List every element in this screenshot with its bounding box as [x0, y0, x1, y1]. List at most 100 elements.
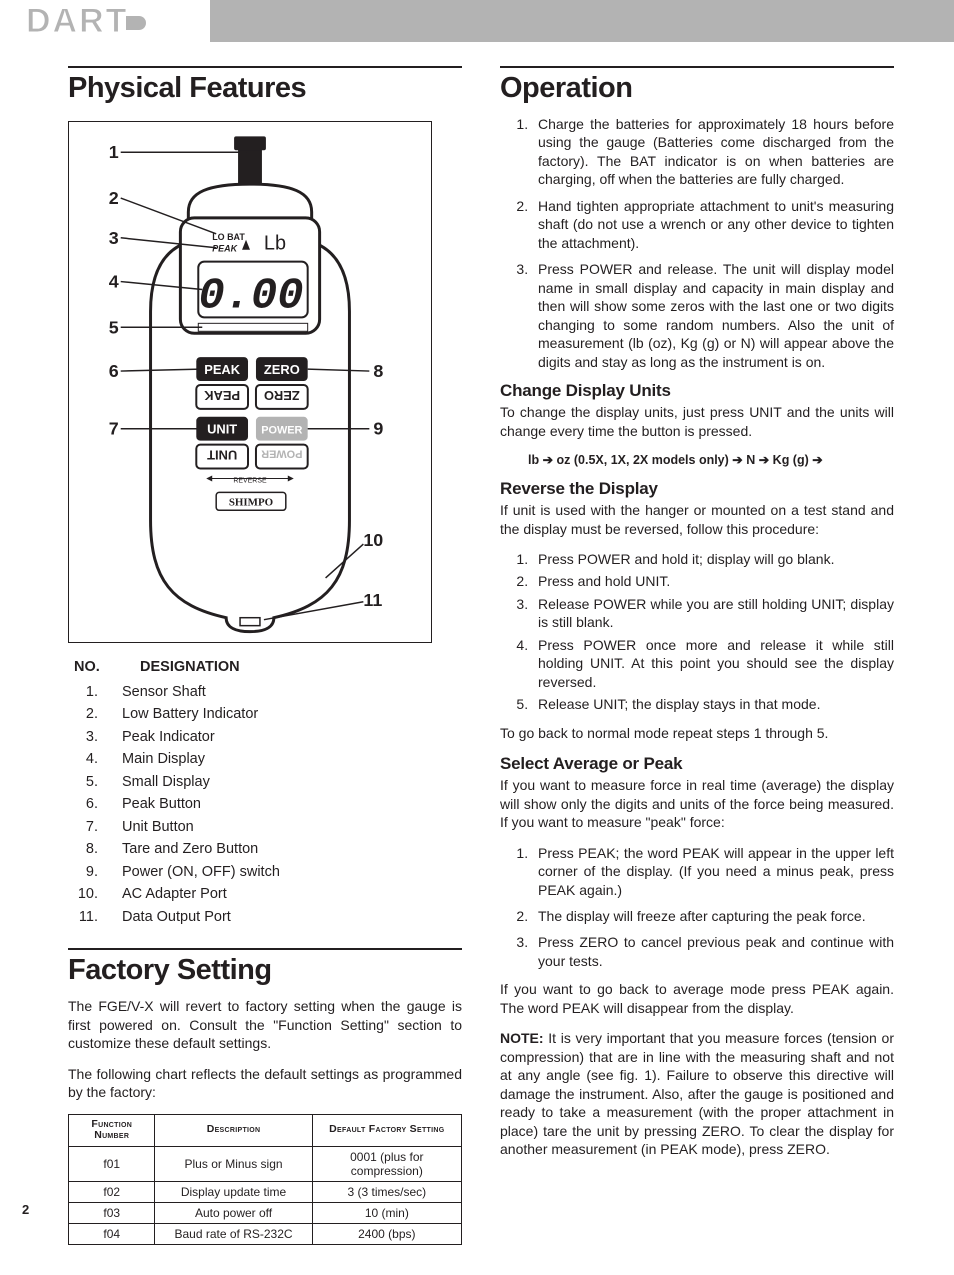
section-rule — [68, 948, 462, 950]
svg-text:PEAK: PEAK — [212, 244, 237, 254]
table-header: Description — [155, 1114, 312, 1146]
factory-paragraph-1: The FGE/V-X will revert to factory setti… — [68, 997, 462, 1052]
designation-item: 7.Unit Button — [68, 816, 462, 838]
note-paragraph: NOTE: It is very important that you meas… — [500, 1029, 894, 1158]
designation-item: 11.Data Output Port — [68, 906, 462, 928]
table-cell: f03 — [69, 1202, 155, 1223]
reverse-steps: Press POWER and hold it; display will go… — [500, 550, 894, 714]
svg-text:REVERSE: REVERSE — [233, 477, 267, 484]
svg-text:ZERO: ZERO — [264, 362, 300, 377]
designation-number: 6. — [68, 793, 122, 815]
svg-text:ZERO: ZERO — [264, 388, 300, 403]
table-cell: Plus or Minus sign — [155, 1146, 312, 1181]
operation-step: Charge the batteries for approximately 1… — [532, 115, 894, 189]
svg-text:5: 5 — [109, 317, 119, 337]
table-header: Function Number — [69, 1114, 155, 1146]
svg-text:3: 3 — [109, 228, 119, 248]
svg-text:7: 7 — [109, 419, 119, 439]
designation-text: Data Output Port — [122, 906, 231, 928]
designation-text: Peak Indicator — [122, 726, 215, 748]
svg-text:POWER: POWER — [261, 448, 302, 460]
heading-avg-peak: Select Average or Peak — [500, 754, 894, 774]
table-header: Default Factory Setting — [312, 1114, 461, 1146]
designation-item: 3.Peak Indicator — [68, 726, 462, 748]
designation-header-no: NO. — [74, 659, 140, 675]
operation-step: Hand tighten appropriate attachment to u… — [532, 197, 894, 252]
section-rule — [500, 66, 894, 68]
reverse-intro: If unit is used with the hanger or mount… — [500, 501, 894, 538]
designation-item: 9.Power (ON, OFF) switch — [68, 861, 462, 883]
reverse-step: Release UNIT; the display stays in that … — [532, 695, 894, 713]
unit-sequence: lb ➔ oz (0.5X, 1X, 2X models only) ➔ N ➔… — [528, 452, 894, 467]
designation-text: Small Display — [122, 771, 210, 793]
designation-item: 2.Low Battery Indicator — [68, 703, 462, 725]
svg-text:PEAK: PEAK — [204, 388, 241, 403]
svg-text:11: 11 — [363, 590, 382, 610]
svg-text:PEAK: PEAK — [204, 362, 241, 377]
heading-operation: Operation — [500, 72, 894, 105]
svg-text:10: 10 — [363, 530, 383, 550]
designation-item: 8.Tare and Zero Button — [68, 838, 462, 860]
left-column: Physical Features LO BAT PEAK Lb 0.00 — [68, 66, 462, 1245]
designation-number: 2. — [68, 703, 122, 725]
svg-text:4: 4 — [109, 272, 119, 292]
designation-number: 5. — [68, 771, 122, 793]
svg-text:UNIT: UNIT — [207, 448, 237, 463]
table-row: f03Auto power off10 (min) — [69, 1202, 462, 1223]
avg-steps: Press PEAK; the word PEAK will appear in… — [500, 844, 894, 971]
table-cell: f01 — [69, 1146, 155, 1181]
table-cell: Auto power off — [155, 1202, 312, 1223]
designation-text: Low Battery Indicator — [122, 703, 258, 725]
svg-text:POWER: POWER — [261, 425, 302, 437]
designation-number: 7. — [68, 816, 122, 838]
table-cell: 0001 (plus for compression) — [312, 1146, 461, 1181]
reverse-step: Release POWER while you are still holdin… — [532, 595, 894, 632]
designation-item: 5.Small Display — [68, 771, 462, 793]
designation-number: 9. — [68, 861, 122, 883]
table-row: f04Baud rate of RS-232C2400 (bps) — [69, 1223, 462, 1244]
designation-text: Power (ON, OFF) switch — [122, 861, 280, 883]
reverse-back: To go back to normal mode repeat steps 1… — [500, 724, 894, 742]
note-label: NOTE: — [500, 1030, 544, 1046]
heading-factory-setting: Factory Setting — [68, 954, 462, 987]
table-cell: f02 — [69, 1181, 155, 1202]
operation-steps: Charge the batteries for approximately 1… — [500, 115, 894, 371]
operation-step: Press POWER and release. The unit will d… — [532, 260, 894, 371]
page-number: 2 — [22, 1202, 29, 1217]
designation-number: 8. — [68, 838, 122, 860]
table-cell: 3 (3 times/sec) — [312, 1181, 461, 1202]
designation-item: 1.Sensor Shaft — [68, 681, 462, 703]
avg-step: The display will freeze after capturing … — [532, 907, 894, 925]
avg-back: If you want to go back to average mode p… — [500, 980, 894, 1017]
header-bar: DART — [0, 0, 954, 42]
right-column: Operation Charge the batteries for appro… — [500, 66, 894, 1245]
svg-text:9: 9 — [373, 419, 383, 439]
svg-text:2: 2 — [109, 188, 119, 208]
designation-number: 1. — [68, 681, 122, 703]
avg-intro: If you want to measure force in real tim… — [500, 776, 894, 831]
note-text: It is very important that you measure fo… — [500, 1030, 894, 1157]
reverse-step: Press POWER once more and release it whi… — [532, 636, 894, 691]
svg-text:1: 1 — [109, 142, 119, 162]
svg-text:LO BAT: LO BAT — [212, 232, 245, 242]
table-cell: f04 — [69, 1223, 155, 1244]
designation-text: Tare and Zero Button — [122, 838, 258, 860]
heading-physical-features: Physical Features — [68, 72, 462, 105]
table-cell: 2400 (bps) — [312, 1223, 461, 1244]
factory-paragraph-2: The following chart reflects the default… — [68, 1065, 462, 1102]
designation-text: Peak Button — [122, 793, 201, 815]
reverse-step: Press POWER and hold it; display will go… — [532, 550, 894, 568]
reverse-step: Press and hold UNIT. — [532, 572, 894, 590]
designation-list: 1.Sensor Shaft2.Low Battery Indicator3.P… — [68, 681, 462, 928]
avg-step: Press ZERO to cancel previous peak and c… — [532, 933, 894, 970]
designation-text: AC Adapter Port — [122, 883, 227, 905]
designation-text: Main Display — [122, 748, 205, 770]
designation-header: NO. DESIGNATION — [74, 659, 462, 675]
designation-number: 11. — [68, 906, 122, 928]
logo: DART — [26, 2, 146, 41]
designation-number: 10. — [68, 883, 122, 905]
svg-text:8: 8 — [373, 361, 383, 381]
table-row: f02Display update time3 (3 times/sec) — [69, 1181, 462, 1202]
table-cell: Baud rate of RS-232C — [155, 1223, 312, 1244]
designation-text: Sensor Shaft — [122, 681, 206, 703]
